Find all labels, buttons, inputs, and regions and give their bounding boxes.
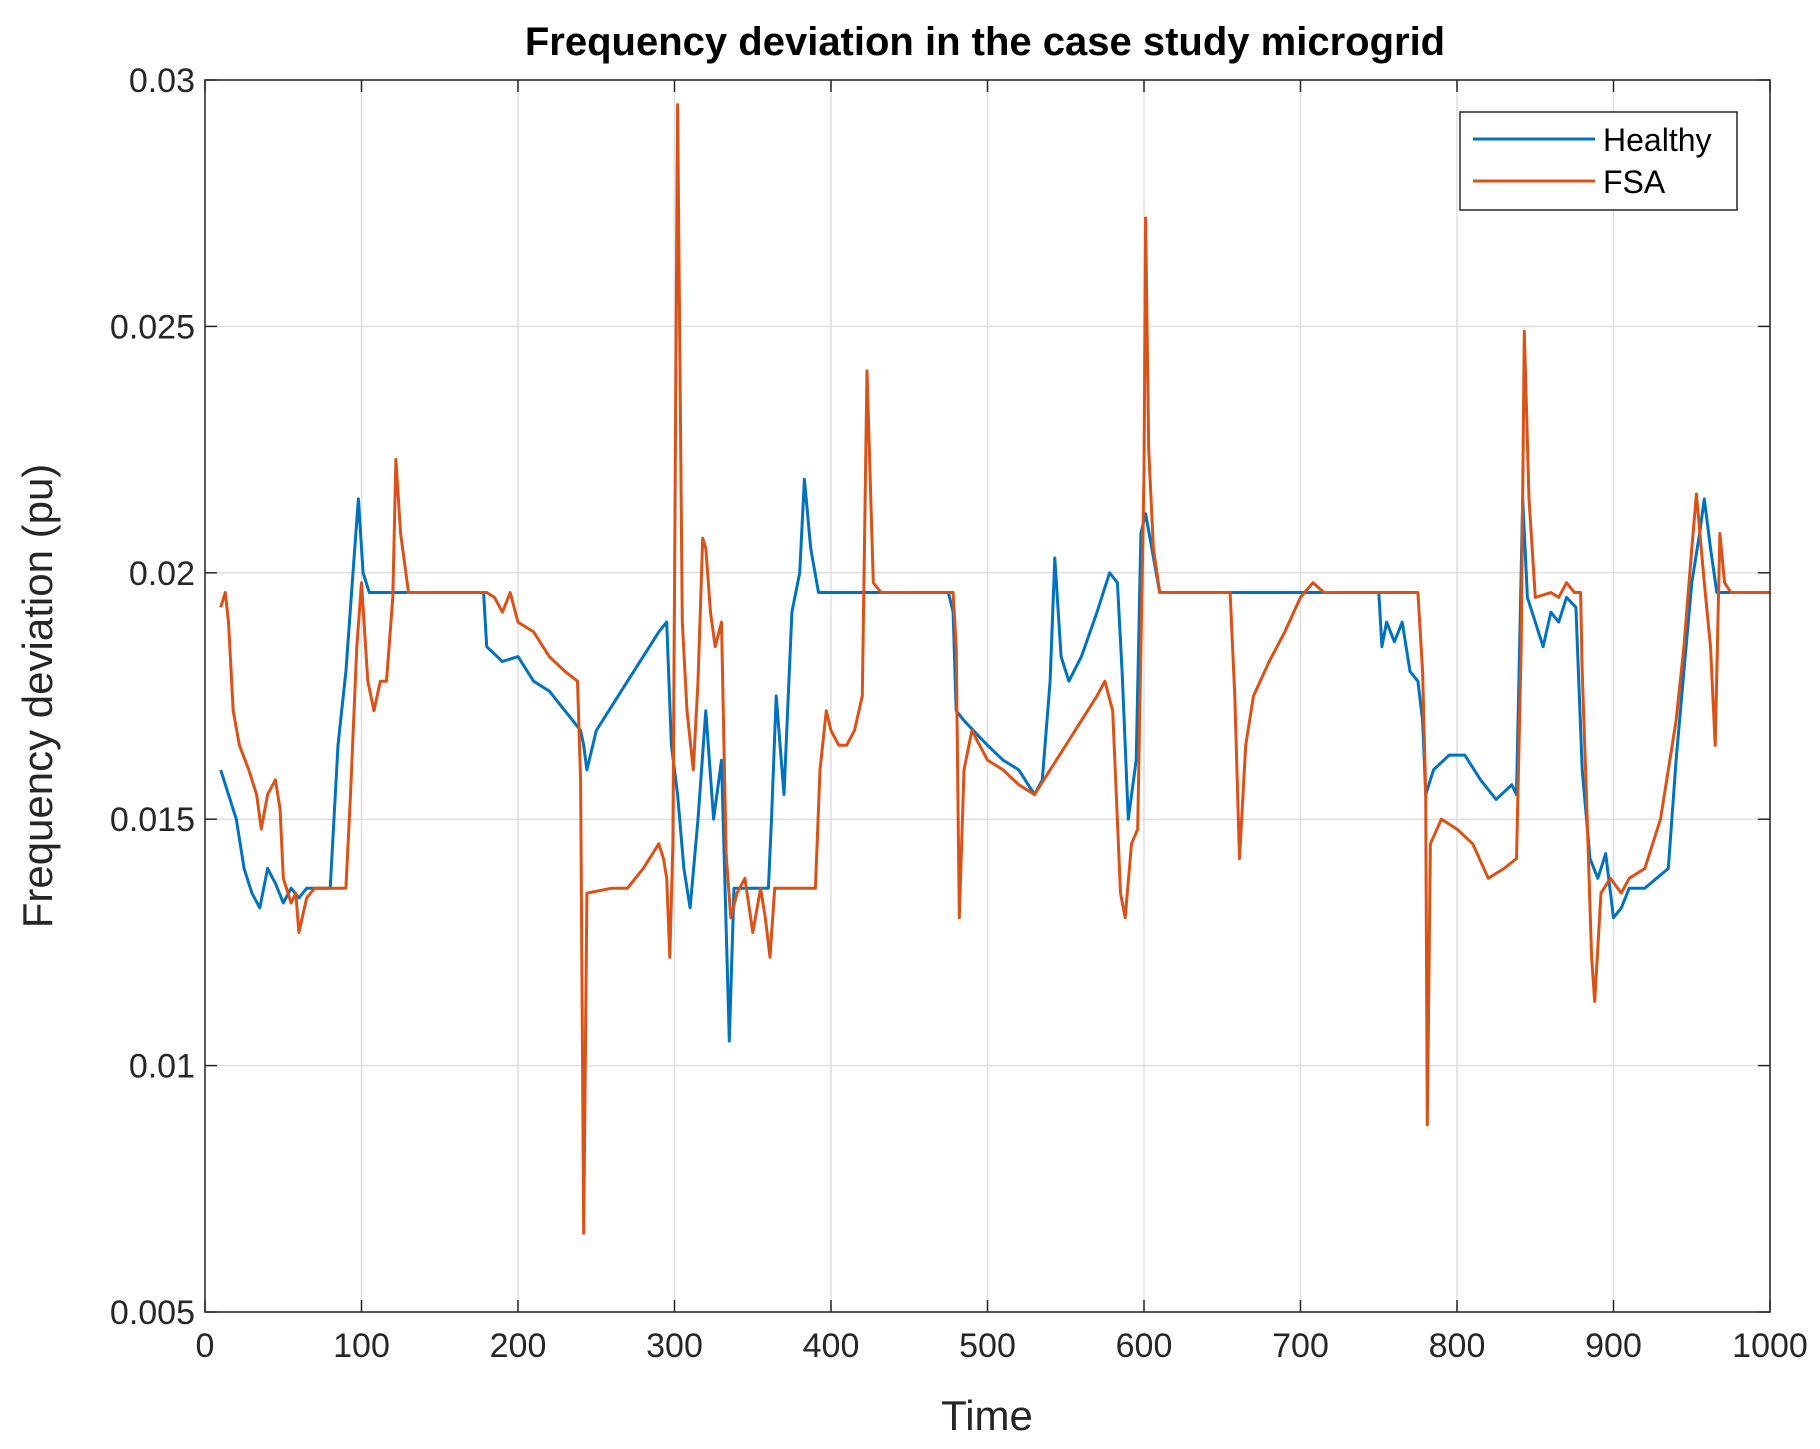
x-tick-label: 1000 (1732, 1327, 1808, 1365)
y-tick-label: 0.03 (129, 62, 195, 100)
x-tick-label: 700 (1272, 1327, 1329, 1365)
x-tick-label: 500 (959, 1327, 1016, 1365)
series-line-fsa (219, 103, 1770, 1235)
x-tick-label: 0 (196, 1327, 215, 1365)
y-tick-label: 0.015 (110, 801, 195, 839)
legend: Healthy FSA (1459, 111, 1738, 211)
legend-label-healthy: Healthy (1603, 122, 1712, 158)
x-tick-label: 900 (1585, 1327, 1642, 1365)
x-tick-label: 100 (333, 1327, 390, 1365)
x-axis-label: Time (941, 1392, 1033, 1439)
x-tick-label: 400 (803, 1327, 860, 1365)
x-tick-label: 600 (1116, 1327, 1173, 1365)
y-tick-label: 0.02 (129, 555, 195, 593)
x-tick-label: 800 (1429, 1327, 1486, 1365)
y-tick-label: 0.025 (110, 308, 195, 346)
legend-label-fsa: FSA (1603, 164, 1666, 200)
x-tick-label: 300 (646, 1327, 703, 1365)
chart-title: Frequency deviation in the case study mi… (525, 20, 1445, 64)
y-tick-label: 0.005 (110, 1294, 195, 1332)
ticks: 0 100 200 300 400 500 600 700 800 900 1000 0.005 0.0… (110, 62, 1808, 1365)
y-axis-label: Frequency deviation (pu) (14, 464, 61, 929)
series-group (219, 103, 1770, 1235)
legend-box (1459, 111, 1738, 211)
y-tick-label: 0.01 (129, 1048, 195, 1086)
x-tick-label: 200 (490, 1327, 547, 1365)
